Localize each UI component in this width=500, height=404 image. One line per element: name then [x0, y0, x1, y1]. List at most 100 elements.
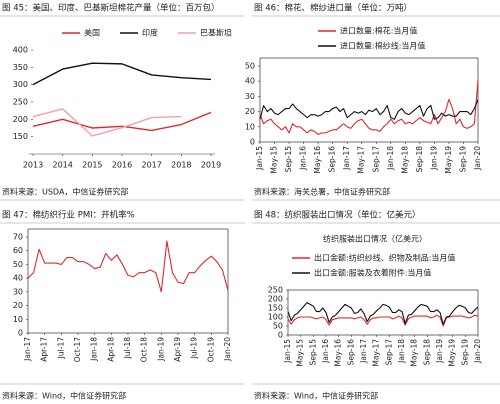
x-tick-label: Sep-18: [415, 146, 424, 173]
x-tick-label: 2014: [52, 161, 72, 170]
x-tick-label: Jan-15: [255, 146, 264, 171]
x-tick-label: Sep-16: [328, 146, 337, 173]
x-tick-label: 2013: [23, 161, 43, 170]
y-tick-label: 200: [13, 115, 28, 124]
source-note: 资料来源：Wind，中信证券研究部: [254, 391, 378, 401]
y-tick-label: 250: [13, 98, 28, 107]
panel-title: 图 47：棉纺织行业 PMI：开机率%: [2, 210, 135, 221]
x-tick-label: May-16: [313, 146, 322, 174]
x-tick-label: May-17: [372, 339, 381, 367]
x-tick-label: Apr-18: [106, 337, 115, 362]
x-tick-label: Jan-19: [435, 339, 444, 364]
data-line: [287, 302, 479, 325]
x-tick-label: Sep-17: [371, 146, 380, 173]
x-tick-label: 2016: [112, 161, 132, 170]
x-tick-label: May-15: [296, 339, 305, 367]
x-tick-label: Sep-17: [384, 339, 393, 366]
data-line: [287, 314, 479, 327]
y-tick-label: 20: [13, 301, 23, 310]
x-tick-label: Jan-19: [156, 337, 165, 362]
x-tick-label: May-19: [448, 339, 457, 367]
plot-frame: [287, 289, 479, 336]
y-tick-label: 70: [13, 233, 23, 242]
x-tick-label: May-15: [270, 146, 279, 174]
x-tick-label: Jan-17: [23, 337, 32, 362]
x-tick-label: Apr-19: [173, 337, 182, 362]
y-tick-label: 30: [13, 287, 23, 296]
x-tick-label: Jan-18: [386, 146, 395, 171]
x-tick-label: May-16: [334, 339, 343, 367]
legend-label: 出口金额:服装及衣着附件:当月值: [314, 268, 431, 278]
y-tick-label: 150: [268, 304, 283, 313]
x-tick-label: Oct-17: [73, 337, 82, 362]
x-tick-label: Jan-17: [359, 339, 368, 364]
y-tick-label: 40: [13, 274, 23, 283]
x-tick-label: Sep-15: [284, 146, 293, 173]
x-tick-label: May-19: [444, 146, 453, 174]
panel-title: 图 46：棉花、棉纱进口量（单位：万吨）: [254, 3, 412, 14]
x-tick-label: Sep-15: [308, 339, 317, 366]
legend-label: 美国: [84, 28, 100, 38]
source-note: 资料来源：海关总署，中信证券研究部: [254, 187, 390, 197]
x-tick-label: Sep-19: [458, 146, 467, 173]
y-tick-label: 0: [250, 138, 255, 147]
y-tick-label: 50: [273, 322, 283, 331]
y-tick-label: 30: [245, 92, 255, 101]
y-tick-label: 250: [268, 286, 283, 295]
x-tick-label: Jan-19: [429, 146, 438, 171]
source-note: 资料来源：Wind，中信证券研究部: [2, 391, 126, 401]
x-tick-label: May-17: [357, 146, 366, 174]
legend-label: 进口数量:棉纱线:当月值: [340, 41, 425, 51]
x-tick-label: Sep-16: [346, 339, 355, 366]
x-tick-label: Sep-18: [422, 339, 431, 366]
x-tick-label: Jan-20: [473, 339, 482, 364]
legend-label: 巴基斯坦: [200, 28, 232, 38]
x-tick-label: Jan-16: [299, 146, 308, 171]
legend-label: 印度: [142, 28, 158, 38]
x-tick-label: Jul-18: [123, 337, 132, 360]
y-tick-label: 50: [245, 62, 255, 71]
x-tick-label: Sep-19: [460, 339, 469, 366]
x-tick-label: Jul-17: [56, 337, 65, 360]
data-line: [32, 111, 212, 132]
plot-frame: [259, 57, 479, 143]
y-tick-label: 10: [13, 315, 23, 324]
x-tick-label: May-18: [410, 339, 419, 367]
x-tick-label: Oct-18: [140, 337, 149, 362]
x-tick-label: Jan-17: [342, 146, 351, 171]
panel-title: 图 45：美国、印度、巴基斯坦棉花产量（单位：百万包）: [2, 3, 220, 14]
y-tick-label: 150: [13, 132, 28, 141]
y-tick-label: 60: [13, 246, 23, 255]
x-tick-label: May-18: [400, 146, 409, 174]
y-tick-label: 10: [245, 122, 255, 131]
y-tick-label: 200: [268, 295, 283, 304]
x-tick-label: Jul-19: [190, 337, 199, 360]
y-tick-label: 20: [245, 107, 255, 116]
x-tick-label: 2015: [82, 161, 102, 170]
panel-title: 图 48：纺织服装出口情况（单位：亿美元）: [254, 210, 421, 221]
y-tick-label: 300: [13, 80, 28, 89]
y-tick-label: 350: [13, 63, 28, 72]
x-tick-label: 2018: [171, 161, 191, 170]
x-tick-label: 2017: [141, 161, 161, 170]
x-tick-label: Jan-18: [90, 337, 99, 362]
y-tick-label: 40: [245, 77, 255, 86]
x-tick-label: Jan-18: [397, 339, 406, 364]
chart-subtitle: 纺织服装出口情况（亿美元）: [323, 234, 427, 244]
plot-frame: [27, 228, 229, 334]
data-line: [27, 240, 229, 293]
x-tick-label: Apr-17: [40, 337, 49, 362]
legend-label: 进口数量:棉花:当月值: [340, 26, 417, 36]
x-tick-label: Jan-20: [223, 337, 232, 362]
x-tick-label: 2019: [201, 161, 221, 170]
x-tick-label: Jan-20: [473, 146, 482, 171]
y-tick-label: 0: [18, 329, 23, 338]
legend-label: 出口金额:纺织纱线、织物及制品:当月值: [314, 253, 455, 263]
y-tick-label: 100: [268, 313, 283, 322]
y-tick-label: 400: [13, 46, 28, 55]
data-line: [259, 79, 479, 135]
y-tick-label: 0: [278, 331, 283, 340]
data-line: [32, 62, 212, 86]
x-tick-label: Jan-15: [283, 339, 292, 364]
